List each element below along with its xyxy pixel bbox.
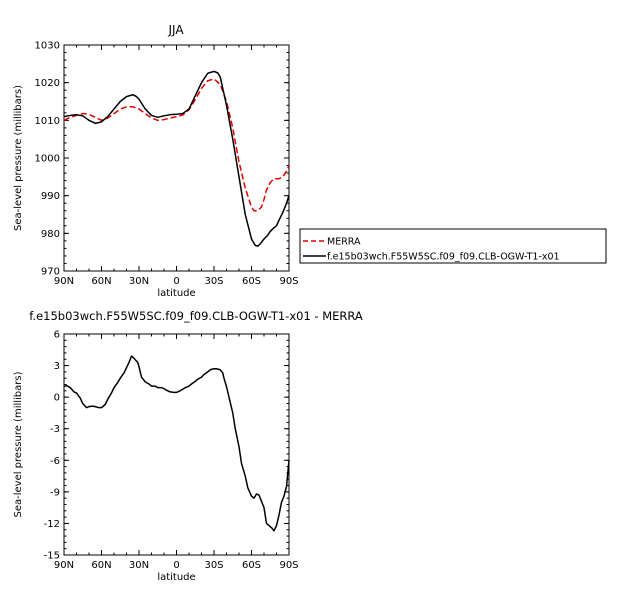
y-tick-label: -12 bbox=[44, 519, 60, 530]
series-line-0 bbox=[63, 78, 290, 212]
x-tick-label: 60N bbox=[91, 560, 111, 571]
y-tick-label: 1020 bbox=[35, 78, 60, 89]
y-axis-label: Sea-level pressure (millibars) bbox=[13, 85, 24, 231]
x-tick-label: 30S bbox=[204, 276, 223, 287]
x-tick-label: 30S bbox=[204, 560, 223, 571]
chart-title: f.e15b03wch.F55W5SC.f09_f09.CLB-OGW-T1-x… bbox=[29, 309, 363, 323]
y-tick-label: 1010 bbox=[35, 116, 60, 127]
chart-title: JJA bbox=[167, 23, 184, 37]
x-tick-label: 60S bbox=[242, 276, 261, 287]
x-tick-label: 0 bbox=[173, 276, 179, 287]
legend-label-0: MERRA bbox=[327, 237, 361, 248]
legend: MERRA f.e15b03wch.F55W5SC.f09_f09.CLB-OGW… bbox=[299, 228, 607, 264]
series-line-1 bbox=[63, 70, 290, 247]
y-tick-label: -6 bbox=[50, 456, 60, 467]
x-tick-label: 0 bbox=[173, 560, 179, 571]
y-tick-label: 0 bbox=[54, 393, 60, 404]
y-tick-label: 990 bbox=[41, 191, 60, 202]
plot-frame bbox=[63, 333, 290, 556]
top-panel: JJA 90N 60N 30N 0 30S 60S 90S 970 980 990 1000 1010 1… bbox=[13, 23, 299, 299]
y-tick-label: 980 bbox=[41, 229, 60, 240]
y-tick-label: -9 bbox=[50, 487, 60, 498]
y-tick-label: 1000 bbox=[35, 154, 60, 165]
y-tick-label: -3 bbox=[50, 424, 60, 435]
x-tick-label: 90N bbox=[54, 560, 74, 571]
bottom-panel: f.e15b03wch.F55W5SC.f09_f09.CLB-OGW-T1-x… bbox=[13, 309, 363, 583]
x-tick-label: 30N bbox=[129, 276, 149, 287]
legend-label-1: f.e15b03wch.F55W5SC.f09_f09.CLB-OGW-T1-x… bbox=[327, 252, 560, 263]
y-tick-label: 3 bbox=[54, 361, 60, 372]
plot-frame bbox=[63, 44, 290, 272]
x-tick-label: 60S bbox=[242, 560, 261, 571]
y-tick-label: -15 bbox=[44, 551, 60, 562]
x-tick-label: 90S bbox=[279, 276, 298, 287]
y-tick-label: 970 bbox=[41, 267, 60, 278]
series-line-0 bbox=[63, 355, 290, 532]
x-tick-label: 90N bbox=[54, 276, 74, 287]
x-axis-label: latitude bbox=[157, 288, 195, 299]
x-axis-label: latitude bbox=[157, 572, 195, 583]
x-tick-label: 60N bbox=[91, 276, 111, 287]
y-tick-label: 6 bbox=[54, 330, 60, 341]
x-tick-label: 30N bbox=[129, 560, 149, 571]
y-tick-label: 1030 bbox=[35, 41, 60, 52]
y-axis-label: Sea-level pressure (millibars) bbox=[13, 371, 24, 517]
legend-box bbox=[299, 228, 607, 264]
x-tick-label: 90S bbox=[279, 560, 298, 571]
